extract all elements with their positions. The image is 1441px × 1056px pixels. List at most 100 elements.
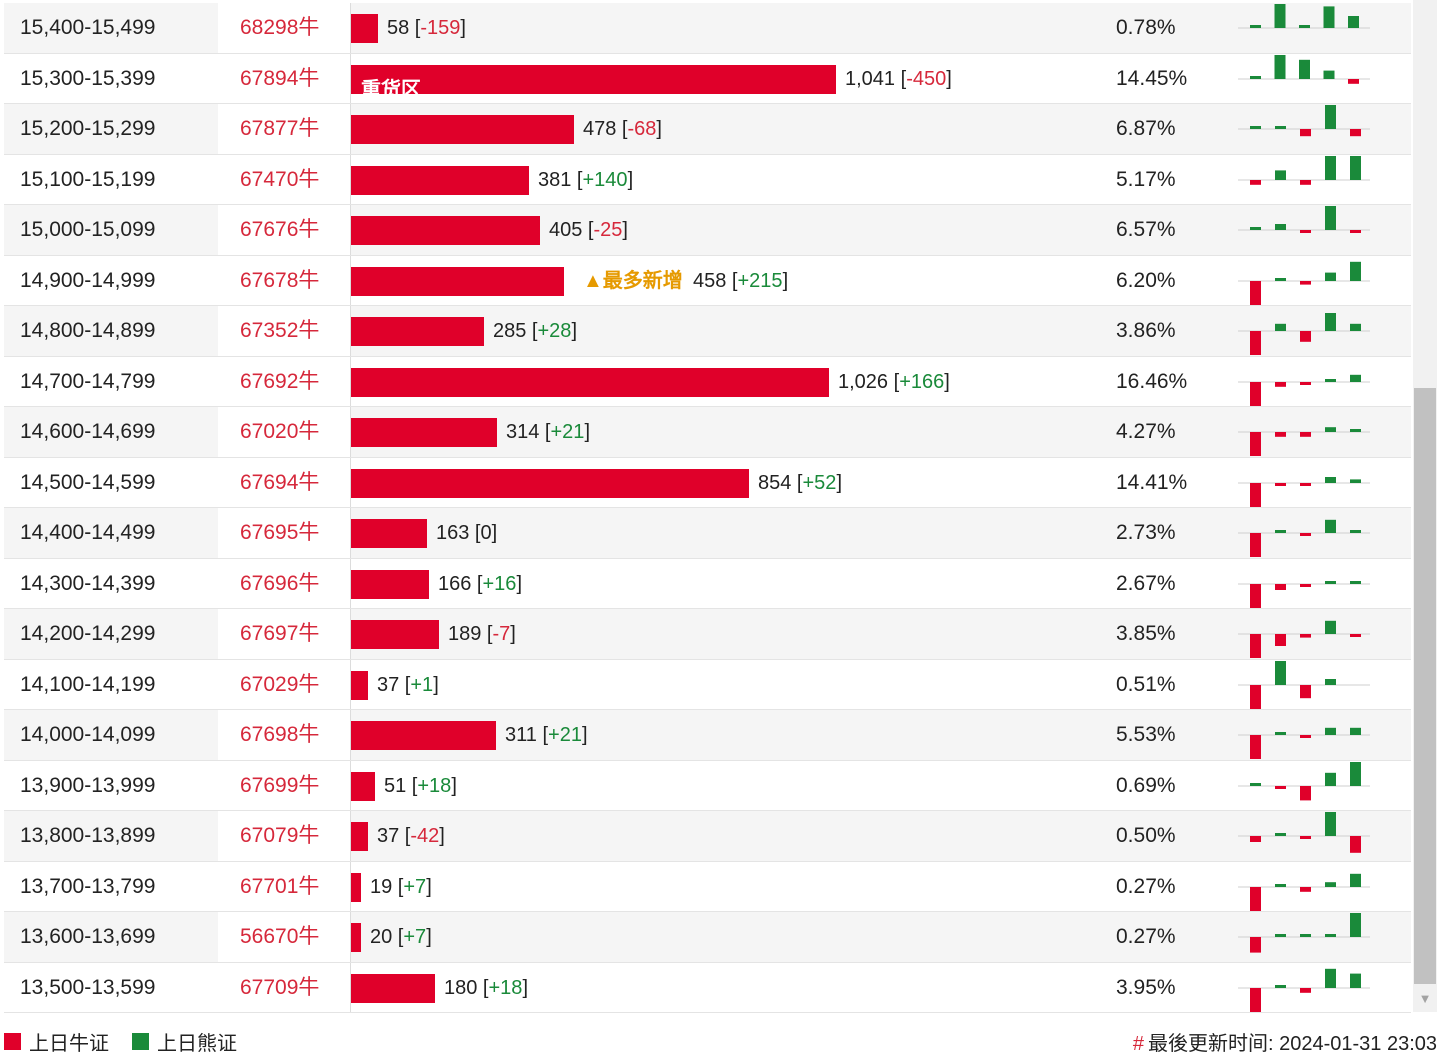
table-row[interactable]: 13,800-13,899 67079牛 37 [-42] 0.50% — [4, 811, 1411, 862]
vertical-scrollbar[interactable]: ▼ — [1413, 0, 1437, 1012]
quantity-value: 311 [+21] — [505, 724, 588, 746]
sparkline-bar — [1300, 987, 1311, 993]
quantity-change: +1 — [410, 673, 434, 696]
warrant-code-link[interactable]: 67877牛 — [240, 117, 320, 140]
trend-sparkline — [1238, 873, 1370, 911]
table-row[interactable]: 14,800-14,899 67352牛 285 [+28] 3.86% — [4, 306, 1411, 357]
sparkline-bar — [1250, 75, 1261, 79]
scroll-down-arrow-icon[interactable]: ▼ — [1418, 991, 1432, 1006]
table-row[interactable]: 14,600-14,699 67020牛 314 [+21] 4.27% — [4, 407, 1411, 458]
table-row[interactable]: 14,300-14,399 67696牛 166 [+16] 2.67% — [4, 558, 1411, 609]
warrant-code-link[interactable]: 67701牛 — [240, 874, 320, 898]
table-row[interactable]: 15,000-15,099 67676牛 405 [-25] 6.57% — [4, 205, 1411, 256]
code-cell: 67029牛 — [218, 659, 350, 709]
legend-bear-label: 上日熊证 — [157, 1033, 237, 1055]
sparkline-bar — [1325, 313, 1336, 331]
quantity-bar — [351, 165, 529, 195]
warrant-code-link[interactable]: 67020牛 — [240, 420, 320, 443]
sparkline-bar — [1350, 261, 1361, 281]
warrant-code-link[interactable]: 67676牛 — [240, 218, 320, 241]
sparkline-bar — [1274, 4, 1286, 28]
quantity-change: -159 — [420, 17, 461, 39]
sparkline-bar — [1250, 381, 1261, 406]
sparkline-bar — [1275, 323, 1286, 331]
percentage: 0.27% — [1116, 925, 1176, 948]
warrant-code-link[interactable]: 67697牛 — [240, 622, 320, 645]
sparkline-bar — [1250, 937, 1261, 953]
quantity-change: 0 — [480, 522, 492, 544]
table-row[interactable]: 14,500-14,599 67694牛 854 [+52] 14.41% — [4, 457, 1411, 508]
bar-cell: 314 [+21] — [350, 407, 1101, 457]
sparkline-bar — [1325, 620, 1336, 634]
table-row[interactable]: 13,500-13,599 67709牛 180 [+18] 3.95% — [4, 962, 1411, 1013]
sparkline-bar — [1300, 836, 1311, 839]
sparkline-bar — [1275, 224, 1286, 230]
quantity-bar — [351, 519, 427, 548]
warrant-code-link[interactable]: 56670牛 — [240, 925, 320, 948]
table-row[interactable]: 15,100-15,199 67470牛 381 [+140] 5.17% — [4, 154, 1411, 205]
table-row[interactable]: 14,700-14,799 67692牛 1,026 [+166] 16.46% — [4, 356, 1411, 407]
sparkline-bar — [1350, 580, 1361, 584]
table-row[interactable]: 14,200-14,299 67697牛 189 [-7] 3.85% — [4, 609, 1411, 660]
scrollbar-thumb[interactable] — [1414, 388, 1436, 984]
percentage: 5.17% — [1116, 167, 1176, 191]
sparkline-bar — [1275, 277, 1286, 281]
quantity-bar — [351, 822, 368, 851]
warrant-code-link[interactable]: 67709牛 — [240, 975, 320, 999]
percentage: 14.45% — [1116, 66, 1188, 90]
code-cell: 67698牛 — [218, 710, 350, 760]
warrant-code-link[interactable]: 67029牛 — [240, 672, 320, 696]
percentage: 0.69% — [1116, 773, 1176, 797]
quantity-change: +7 — [403, 926, 427, 948]
price-range: 13,900-13,999 — [20, 773, 156, 797]
table-row[interactable]: 13,600-13,699 56670牛 20 [+7] 0.27% — [4, 912, 1411, 963]
percentage: 6.87% — [1116, 117, 1176, 140]
bar-cell: 189 [-7] — [350, 609, 1101, 659]
table-row[interactable]: 14,900-14,999 67678牛 ▲最多新增 458 [+215] 6.20% — [4, 255, 1411, 306]
warrant-code-link[interactable]: 67699牛 — [240, 773, 320, 797]
sparkline-bar — [1325, 155, 1336, 180]
table-row[interactable]: 14,100-14,199 67029牛 37 [+1] 0.51% — [4, 659, 1411, 710]
table-row[interactable]: 13,900-13,999 67699牛 51 [+18] 0.69% — [4, 760, 1411, 811]
sparkline-bar — [1350, 530, 1361, 533]
table-row[interactable]: 13,700-13,799 67701牛 19 [+7] 0.27% — [4, 861, 1411, 912]
percentage: 5.53% — [1116, 723, 1176, 746]
bar-cell: 58 [-159] — [350, 3, 1101, 53]
warrant-code-link[interactable]: 67678牛 — [240, 268, 320, 292]
percentage: 16.46% — [1116, 369, 1188, 393]
warrant-code-link[interactable]: 67079牛 — [240, 824, 320, 847]
warrant-code-link[interactable]: 67695牛 — [240, 521, 320, 544]
code-cell: 67695牛 — [218, 508, 350, 558]
warrant-code-link[interactable]: 67694牛 — [240, 470, 320, 494]
warrant-code-link[interactable]: 68298牛 — [240, 16, 320, 39]
table-row[interactable]: 15,400-15,499 68298牛 58 [-159] 0.78% — [4, 3, 1411, 54]
sparkline-bar — [1325, 580, 1336, 584]
sparkline-bar — [1250, 126, 1261, 129]
sparkline-bar — [1250, 25, 1261, 28]
warrant-code-link[interactable]: 67698牛 — [240, 723, 320, 746]
quantity-bar — [351, 216, 540, 245]
bar-cell: 19 [+7] — [350, 861, 1101, 911]
trend-sparkline — [1238, 261, 1370, 305]
sparkline-bar — [1250, 886, 1261, 911]
price-range: 14,100-14,199 — [20, 672, 156, 696]
bar-cell: 405 [-25] — [350, 205, 1101, 255]
code-cell: 67894牛 — [218, 53, 350, 103]
trend-sparkline — [1238, 660, 1370, 709]
quantity-value: 163 [0] — [436, 522, 498, 544]
warrant-code-link[interactable]: 67470牛 — [240, 167, 320, 191]
warrant-code-link[interactable]: 67352牛 — [240, 319, 320, 342]
bar-cell: 51 [+18] — [350, 760, 1101, 810]
warrant-code-link[interactable]: 67894牛 — [240, 66, 320, 90]
quantity-count: 19 — [370, 875, 393, 898]
warrant-code-link[interactable]: 67692牛 — [240, 369, 320, 393]
bar-cell: ▲最多新增 458 [+215] — [350, 255, 1101, 305]
table-row[interactable]: 15,200-15,299 67877牛 478 [-68] 6.87% — [4, 104, 1411, 155]
table-row[interactable]: 15,300-15,399 67894牛 重货区 1,041 [-450] 14.45% — [4, 53, 1411, 104]
percentage: 0.27% — [1116, 874, 1176, 898]
table-row[interactable]: 14,400-14,499 67695牛 163 [0] 2.73% — [4, 508, 1411, 559]
table-row[interactable]: 14,000-14,099 67698牛 311 [+21] 5.53% — [4, 710, 1411, 761]
warrant-code-link[interactable]: 67696牛 — [240, 571, 320, 595]
trend-sparkline — [1238, 476, 1370, 507]
sparkline-bar — [1350, 478, 1361, 483]
